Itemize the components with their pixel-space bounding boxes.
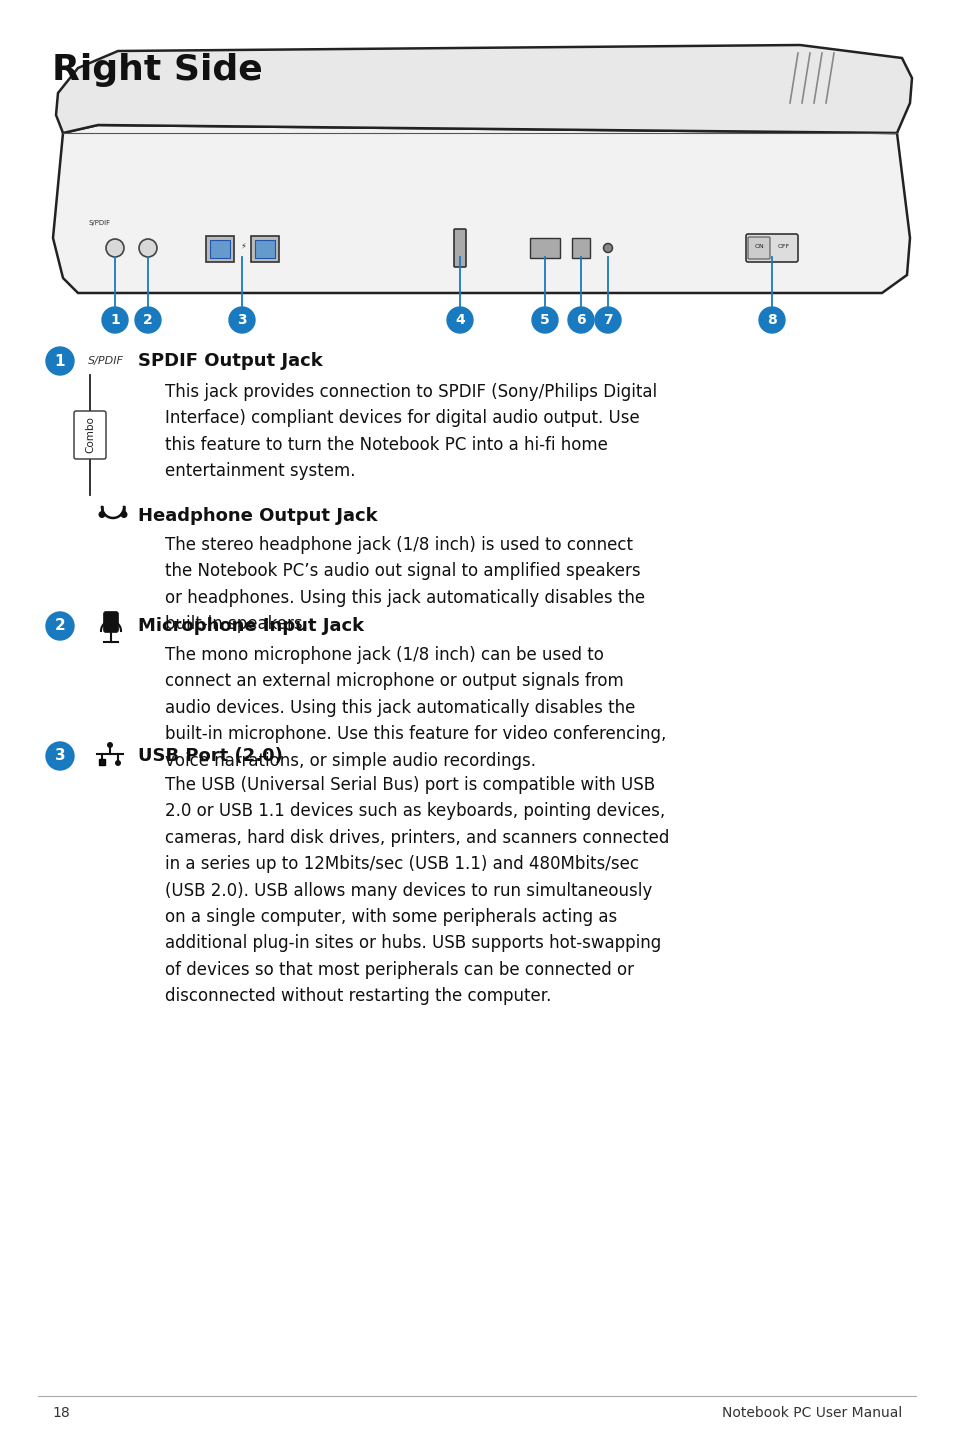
Circle shape: [229, 306, 254, 334]
Text: 6: 6: [576, 313, 585, 326]
Polygon shape: [56, 45, 911, 132]
Text: 4: 4: [455, 313, 464, 326]
Text: 18: 18: [52, 1406, 70, 1419]
Text: OFF: OFF: [777, 243, 789, 249]
Circle shape: [46, 742, 74, 769]
Text: ⚡: ⚡: [240, 242, 246, 250]
Text: S/PDIF: S/PDIF: [88, 357, 124, 367]
FancyBboxPatch shape: [745, 234, 797, 262]
FancyBboxPatch shape: [99, 759, 105, 765]
Text: The USB (Universal Serial Bus) port is compatible with USB
2.0 or USB 1.1 device: The USB (Universal Serial Bus) port is c…: [165, 777, 669, 1005]
FancyBboxPatch shape: [210, 240, 230, 257]
FancyBboxPatch shape: [103, 611, 118, 633]
FancyBboxPatch shape: [454, 229, 465, 267]
Circle shape: [532, 306, 558, 334]
Text: Microphone Input Jack: Microphone Input Jack: [138, 617, 364, 636]
FancyBboxPatch shape: [251, 236, 278, 262]
Text: S/PDIF: S/PDIF: [89, 220, 111, 226]
Circle shape: [595, 306, 620, 334]
Circle shape: [759, 306, 784, 334]
Text: Notebook PC User Manual: Notebook PC User Manual: [721, 1406, 901, 1419]
Text: ON: ON: [755, 243, 764, 249]
Text: This jack provides connection to SPDIF (Sony/Philips Digital
Interface) complian: This jack provides connection to SPDIF (…: [165, 383, 657, 480]
Text: 8: 8: [766, 313, 776, 326]
Text: The stereo headphone jack (1/8 inch) is used to connect
the Notebook PC’s audio : The stereo headphone jack (1/8 inch) is …: [165, 536, 644, 633]
FancyBboxPatch shape: [572, 239, 589, 257]
Circle shape: [567, 306, 594, 334]
FancyBboxPatch shape: [206, 236, 233, 262]
Text: USB Port (2.0): USB Port (2.0): [138, 746, 283, 765]
Circle shape: [139, 239, 157, 257]
Circle shape: [46, 613, 74, 640]
Text: Combo: Combo: [85, 417, 95, 453]
Text: 2: 2: [143, 313, 152, 326]
Text: Right Side: Right Side: [52, 53, 262, 88]
FancyBboxPatch shape: [254, 240, 274, 257]
Text: 3: 3: [54, 749, 65, 764]
Text: 7: 7: [602, 313, 612, 326]
FancyBboxPatch shape: [74, 411, 106, 459]
Circle shape: [106, 239, 124, 257]
Polygon shape: [53, 125, 909, 293]
Circle shape: [107, 742, 112, 748]
Circle shape: [135, 306, 161, 334]
Text: 5: 5: [539, 313, 549, 326]
Circle shape: [120, 510, 128, 518]
Text: SPDIF Output Jack: SPDIF Output Jack: [138, 352, 322, 370]
Circle shape: [98, 510, 106, 518]
Text: 3: 3: [237, 313, 247, 326]
Circle shape: [447, 306, 473, 334]
Circle shape: [115, 761, 121, 766]
FancyBboxPatch shape: [530, 239, 559, 257]
Text: 2: 2: [54, 618, 66, 634]
Circle shape: [102, 306, 128, 334]
Text: 1: 1: [110, 313, 120, 326]
Text: Headphone Output Jack: Headphone Output Jack: [138, 508, 377, 525]
Circle shape: [46, 347, 74, 375]
Text: The mono microphone jack (1/8 inch) can be used to
connect an external microphon: The mono microphone jack (1/8 inch) can …: [165, 646, 666, 769]
Circle shape: [603, 243, 612, 253]
FancyBboxPatch shape: [747, 237, 769, 259]
Text: 1: 1: [54, 354, 65, 368]
